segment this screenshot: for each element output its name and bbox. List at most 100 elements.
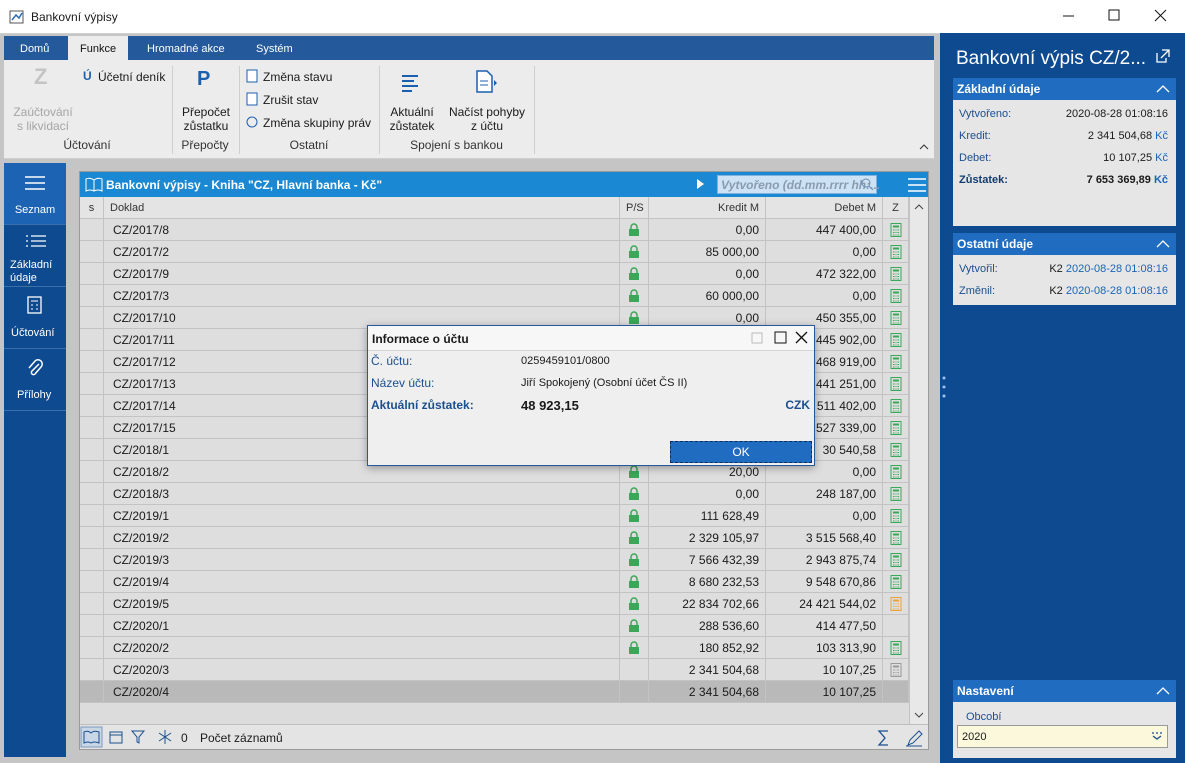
z-cell [883,307,909,329]
grid-row[interactable]: CZ/2017/2 85 000,00 0,00 [80,241,909,263]
period-select[interactable]: 2020 [957,725,1168,748]
grid-row[interactable]: CZ/2017/9 0,00 472 322,00 [80,263,909,285]
ribbon-button[interactable]: Změna skupiny práv [263,116,372,130]
grid-row-selected[interactable]: CZ/2020/4 2 341 504,68 10 107,25 [80,681,909,703]
tab[interactable]: Domů [20,43,50,55]
grid-row[interactable]: CZ/2020/3 2 341 504,68 10 107,25 [80,659,909,681]
ribbon-button[interactable]: Načíst pohyby z účtu [448,105,526,133]
grid-row[interactable]: CZ/2017/8 0,00 447 400,00 [80,219,909,241]
scroll-down[interactable] [914,711,924,719]
z-cell [883,637,909,659]
menu-icon[interactable] [907,177,927,193]
debet-cell: 248 187,00 [766,483,883,505]
ps-cell [620,571,649,593]
ok-button[interactable]: OK [670,441,812,463]
expand-arrow[interactable] [694,177,710,193]
scrollbar[interactable] [909,197,928,724]
lock-icon [629,619,639,632]
doklad-cell: CZ/2020/1 [104,615,620,637]
kredit-cell: 180 852,92 [649,637,766,659]
dropdown-icon[interactable] [1150,731,1164,741]
ribbon-button[interactable]: Přepočet zůstatku [181,105,231,133]
tab[interactable]: Systém [256,43,293,55]
footer-tools[interactable] [876,728,926,748]
dialog-title: Informace o účtu [372,332,469,346]
section-header[interactable]: Nastavení [953,680,1176,702]
splitter-dots[interactable] [941,373,947,403]
ribbon-button[interactable]: Zaúčtování s likvidací [13,105,73,133]
scroll-up[interactable] [914,203,924,211]
z-cell [883,263,909,285]
grid-row[interactable]: CZ/2019/3 7 566 432,39 2 943 875,74 [80,549,909,571]
ps-cell [620,637,649,659]
column-header[interactable]: Doklad [104,197,620,219]
cell [80,351,104,373]
column-header[interactable]: Debet M [766,197,883,219]
collapse-icon[interactable] [1156,239,1170,249]
grid-row[interactable]: CZ/2019/5 22 834 702,66 24 421 544,02 [80,593,909,615]
sidebar: Seznam Základní údaje Účtování Přílohy [4,163,66,757]
icon [28,359,43,376]
sidebar-item[interactable]: Účtování [4,287,66,349]
section-header[interactable]: Ostatní údaje [953,233,1176,255]
grid-row[interactable]: CZ/2020/1 288 536,60 414 477,50 [80,615,909,637]
sidebar-item[interactable]: Základní údaje [4,225,66,287]
sidebar-item[interactable]: Přílohy [4,349,66,411]
popout-icon[interactable] [1156,49,1170,63]
column-header[interactable]: s [80,197,104,219]
ribbon-button[interactable]: Aktuální zůstatek [389,105,435,133]
ribbon-button[interactable]: Zrušit stav [263,93,319,107]
z-cell [883,329,909,351]
calc-icon [890,597,901,611]
column-header[interactable]: Z [883,197,909,219]
debet-cell: 450 355,00 [766,307,883,329]
ribbon-button[interactable]: Účetní deník [98,70,166,84]
lock-icon [629,245,639,258]
search-box[interactable]: Vytvořeno (dd.mm.rrrr hh:... [717,175,880,194]
record-count-button[interactable]: Počet záznamů [200,731,283,745]
cell [80,461,104,483]
collapse-icon[interactable] [1156,686,1170,696]
lock-icon [629,311,639,324]
grid-row[interactable]: CZ/2017/3 60 000,00 0,00 [80,285,909,307]
separator [239,66,240,154]
grid-row[interactable]: CZ/2017/10 0,00 450 355,00 [80,307,909,329]
tab[interactable]: Hromadné akce [147,43,225,55]
field-label: Debet: [959,152,992,164]
date-link[interactable]: 2020-08-28 01:08:16 [1065,285,1168,297]
grid-row[interactable]: CZ/2019/1 111 628,49 0,00 [80,505,909,527]
collapse-ribbon[interactable] [918,142,930,152]
collapse-icon[interactable] [1156,84,1170,94]
ps-cell [620,241,649,263]
dialog-controls[interactable] [746,329,814,347]
section-header[interactable]: Základní údaje [953,78,1176,100]
ps-cell [620,461,649,483]
icon [26,235,46,247]
date-link[interactable]: 2020-08-28 01:08:16 [1065,263,1168,275]
value: 7 653 369,89 [1086,174,1151,186]
debet-cell: 2 943 875,74 [766,549,883,571]
z-cell [883,483,909,505]
grid-row[interactable]: CZ/2018/2 20,00 0,00 [80,461,909,483]
doklad-cell: CZ/2017/2 [104,241,620,263]
grid-row[interactable]: CZ/2018/3 0,00 248 187,00 [80,483,909,505]
window-controls[interactable] [1050,0,1185,33]
footer-icons[interactable] [80,725,200,750]
grid-row[interactable]: CZ/2019/4 8 680 232,53 9 548 670,86 [80,571,909,593]
separator [379,66,380,154]
cell [80,549,104,571]
calc-icon [890,245,901,259]
sidebar-item[interactable]: Seznam [4,163,66,225]
icon: Z [34,64,48,89]
unit: Kč [1153,174,1168,186]
ribbon-button[interactable]: Změna stavu [263,70,333,84]
grid-row[interactable]: CZ/2020/2 180 852,92 103 313,90 [80,637,909,659]
grid-row[interactable]: CZ/2019/2 2 329 105,97 3 515 568,40 [80,527,909,549]
column-header[interactable]: Kredit M [649,197,766,219]
tab[interactable]: Funkce [68,36,129,60]
field-label: Č. účtu: [371,354,413,368]
sidebar-label: Seznam [14,204,56,216]
ps-cell [620,219,649,241]
column-header[interactable]: P/S [620,197,649,219]
